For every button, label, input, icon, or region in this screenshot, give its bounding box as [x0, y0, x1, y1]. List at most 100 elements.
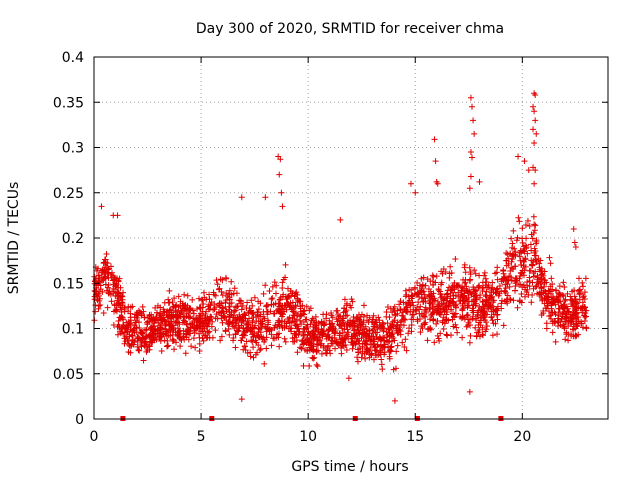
data-point	[532, 92, 539, 99]
data-point	[575, 305, 582, 312]
data-point	[300, 333, 307, 340]
data-point	[500, 268, 507, 275]
data-point	[341, 326, 348, 333]
data-point	[531, 252, 538, 259]
data-point	[512, 280, 519, 287]
data-point	[100, 309, 107, 316]
data-point	[141, 340, 148, 347]
data-point	[488, 314, 495, 321]
data-point	[164, 337, 171, 344]
data-point	[228, 278, 235, 285]
data-point	[313, 361, 320, 368]
data-point	[172, 329, 179, 336]
data-point	[282, 274, 289, 281]
data-point	[96, 295, 103, 302]
data-point	[367, 337, 374, 344]
data-point	[206, 296, 213, 303]
data-point	[431, 339, 438, 346]
data-point	[508, 277, 515, 284]
data-point	[334, 318, 341, 325]
data-point	[146, 343, 153, 350]
x-tick-label: 20	[513, 429, 531, 445]
data-point	[261, 338, 268, 345]
data-point	[393, 348, 400, 355]
data-point	[180, 303, 187, 310]
data-point	[238, 194, 245, 201]
data-point	[439, 317, 446, 324]
data-point	[394, 319, 401, 326]
data-point	[531, 221, 538, 228]
data-point	[169, 331, 176, 338]
data-point	[578, 320, 585, 327]
data-point	[278, 318, 285, 325]
data-point	[380, 325, 387, 332]
data-point	[114, 212, 121, 219]
x-tick-label: 0	[90, 429, 99, 445]
data-point	[256, 347, 263, 354]
data-point	[555, 305, 562, 312]
data-point	[157, 314, 164, 321]
data-point	[381, 341, 388, 348]
data-point	[546, 254, 553, 261]
x-axis-label: GPS time / hours	[291, 459, 408, 475]
data-point	[460, 276, 467, 283]
data-point	[251, 330, 258, 337]
data-point	[249, 338, 256, 345]
data-point	[580, 305, 587, 312]
data-point	[527, 241, 534, 248]
data-point	[226, 294, 233, 301]
data-point	[269, 283, 276, 290]
data-point	[410, 316, 417, 323]
data-point	[414, 279, 421, 286]
data-point	[422, 282, 429, 289]
data-point	[541, 294, 548, 301]
data-point	[533, 130, 540, 137]
data-point	[192, 344, 199, 351]
data-point	[525, 167, 532, 174]
data-point	[293, 332, 300, 339]
data-point	[338, 317, 345, 324]
data-point	[329, 326, 336, 333]
data-point	[389, 309, 396, 316]
data-point	[467, 149, 474, 156]
data-point	[173, 319, 180, 326]
data-point	[408, 286, 415, 293]
data-point	[306, 362, 313, 369]
data-point	[237, 297, 244, 304]
data-point	[144, 321, 151, 328]
data-point	[538, 291, 545, 298]
data-point	[91, 287, 98, 294]
data-point	[307, 330, 314, 337]
data-point	[299, 302, 306, 309]
data-point	[575, 288, 582, 295]
data-point	[467, 94, 474, 101]
data-point	[472, 292, 479, 299]
data-point	[553, 287, 560, 294]
data-point	[148, 331, 155, 338]
data-point	[255, 342, 262, 349]
data-point	[309, 335, 316, 342]
data-point	[415, 299, 422, 306]
data-point	[450, 292, 457, 299]
data-point	[323, 333, 330, 340]
data-point	[514, 304, 521, 311]
data-point	[402, 287, 409, 294]
data-point	[572, 333, 579, 340]
data-point	[166, 287, 173, 294]
data-point	[325, 327, 332, 334]
data-point	[273, 282, 280, 289]
data-point	[306, 347, 313, 354]
data-point	[212, 327, 219, 334]
data-point	[170, 304, 177, 311]
data-point	[186, 307, 193, 314]
data-point	[294, 349, 301, 356]
data-point	[99, 266, 106, 273]
data-point	[484, 305, 491, 312]
data-points	[91, 90, 590, 404]
data-point	[438, 279, 445, 286]
data-point	[143, 348, 150, 355]
data-point	[138, 343, 145, 350]
data-point	[503, 250, 510, 257]
data-point	[513, 237, 520, 244]
data-point	[261, 360, 268, 367]
